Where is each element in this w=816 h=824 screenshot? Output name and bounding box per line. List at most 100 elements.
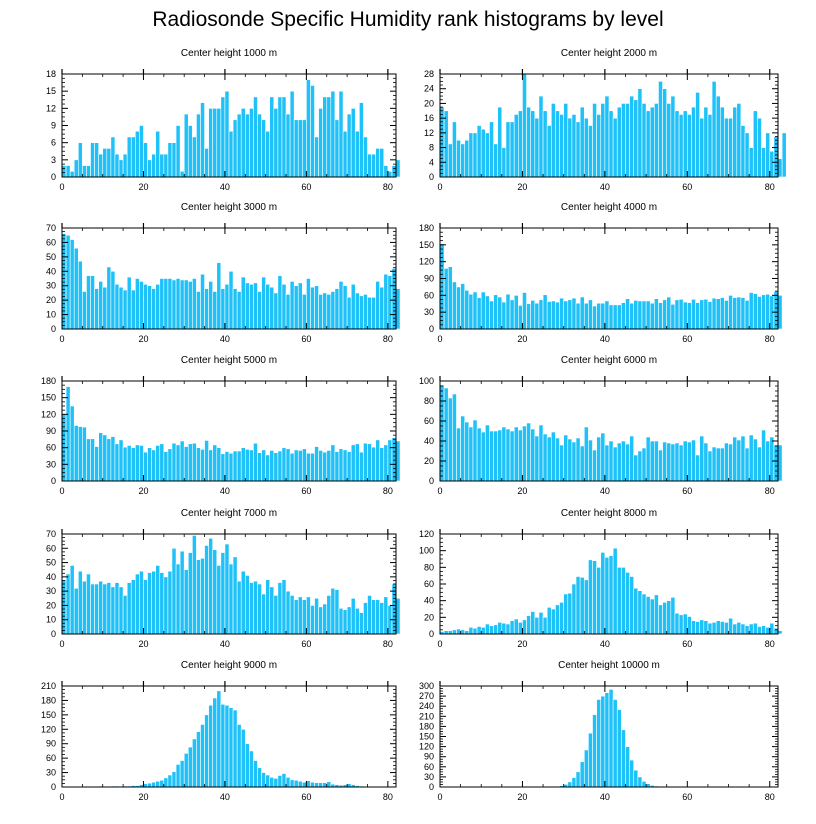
histogram-bar: [555, 301, 560, 330]
histogram-bar: [196, 291, 201, 330]
histogram-bar: [468, 627, 474, 635]
histogram-bar: [699, 435, 705, 482]
histogram-bar: [534, 617, 540, 635]
histogram-bar: [387, 439, 393, 482]
histogram-bar: [346, 113, 352, 178]
x-tick-label: 60: [301, 182, 311, 192]
histogram-bar: [629, 435, 635, 482]
histogram-bar: [761, 625, 766, 635]
y-tick-label: 180: [41, 695, 56, 705]
histogram-bar: [342, 609, 348, 635]
x-tick-label: 60: [301, 334, 311, 344]
histogram-bar: [375, 439, 381, 482]
histogram-bar: [526, 303, 531, 330]
histogram-bar: [522, 619, 527, 635]
histogram-bar: [220, 288, 226, 330]
histogram-bar: [163, 278, 169, 330]
histogram-bar: [147, 447, 152, 482]
histogram-bar: [625, 298, 630, 330]
histogram-bar: [187, 125, 193, 178]
histogram-bar: [277, 582, 283, 635]
histogram-bar: [281, 283, 287, 330]
histogram-bar: [456, 427, 461, 482]
y-tick-label: 270: [419, 691, 434, 701]
histogram-bar: [240, 728, 246, 788]
histogram-bar: [732, 623, 738, 635]
histogram-bar: [641, 103, 647, 178]
histogram-bar: [447, 143, 453, 178]
histogram-bar: [224, 451, 230, 482]
histogram-bar: [728, 443, 733, 482]
histogram-bar: [472, 132, 478, 178]
histogram-bar: [670, 95, 676, 178]
histogram-bar: [249, 108, 254, 178]
histogram-bar: [707, 301, 713, 330]
histogram-bar: [719, 621, 725, 635]
histogram-bar: [740, 623, 746, 635]
histogram-bar: [757, 446, 762, 482]
y-tick-label: 70: [46, 223, 56, 233]
histogram-bar: [65, 386, 71, 482]
histogram-bar: [126, 582, 132, 635]
y-tick-label: 0: [429, 629, 434, 639]
histogram-bar: [769, 622, 775, 635]
histogram-bar: [147, 782, 152, 788]
histogram-bar: [346, 783, 352, 788]
histogram-bar: [546, 301, 552, 330]
histogram-panel-10: 0 20 40 60 800306090120150180210240270300Cen…: [419, 660, 779, 802]
histogram-bar: [135, 278, 140, 330]
histogram-bar: [588, 299, 593, 330]
histogram-bar: [662, 602, 668, 635]
histogram-bar: [179, 279, 185, 330]
histogram-bar: [777, 158, 783, 178]
histogram-bar: [588, 732, 593, 788]
histogram-bar: [273, 778, 279, 788]
histogram-bar: [65, 573, 71, 635]
histogram-bar: [289, 281, 295, 330]
histogram-bar: [534, 117, 540, 178]
histogram-bar: [163, 451, 169, 482]
histogram-bar: [285, 113, 291, 178]
histogram-bar: [179, 440, 185, 482]
histogram-bar: [670, 304, 676, 330]
histogram-bar: [277, 96, 283, 178]
histogram-bar: [371, 296, 376, 330]
histogram-bar: [629, 759, 635, 788]
histogram-bar: [318, 450, 323, 482]
histogram-bar: [236, 291, 242, 330]
x-tick-label: 0: [59, 486, 64, 496]
histogram-bar: [212, 291, 218, 330]
x-tick-label: 0: [59, 182, 64, 192]
histogram-bar: [740, 435, 746, 482]
histogram-bar: [550, 431, 556, 482]
histogram-bar: [216, 108, 222, 178]
x-tick-label: 0: [437, 486, 442, 496]
histogram-bar: [699, 299, 705, 330]
histogram-bar: [338, 281, 344, 330]
histogram-bar: [367, 595, 372, 635]
histogram-bar: [379, 447, 385, 482]
histogram-bar: [204, 440, 209, 482]
histogram-bar: [489, 300, 494, 330]
panel-title: Center height 3000 m: [181, 202, 277, 213]
y-tick-label: 20: [424, 612, 434, 622]
histogram-bar: [649, 106, 655, 178]
histogram-bar: [724, 442, 729, 482]
histogram-bar: [330, 587, 336, 635]
histogram-bar: [579, 106, 585, 178]
histogram-bar: [187, 552, 193, 635]
histogram-bar: [94, 446, 99, 482]
histogram-bar: [682, 301, 688, 330]
histogram-bar: [118, 159, 124, 178]
histogram-bar: [715, 298, 721, 330]
histogram-bar: [236, 450, 242, 482]
histogram-bar: [281, 773, 287, 788]
histogram-bar: [744, 132, 750, 178]
histogram-bar: [350, 444, 356, 482]
histogram-bar: [612, 304, 618, 330]
histogram-bar: [306, 278, 311, 330]
histogram-bar: [167, 570, 173, 635]
y-tick-label: 180: [419, 223, 434, 233]
histogram-bar: [265, 579, 271, 635]
histogram-bar: [183, 279, 189, 330]
